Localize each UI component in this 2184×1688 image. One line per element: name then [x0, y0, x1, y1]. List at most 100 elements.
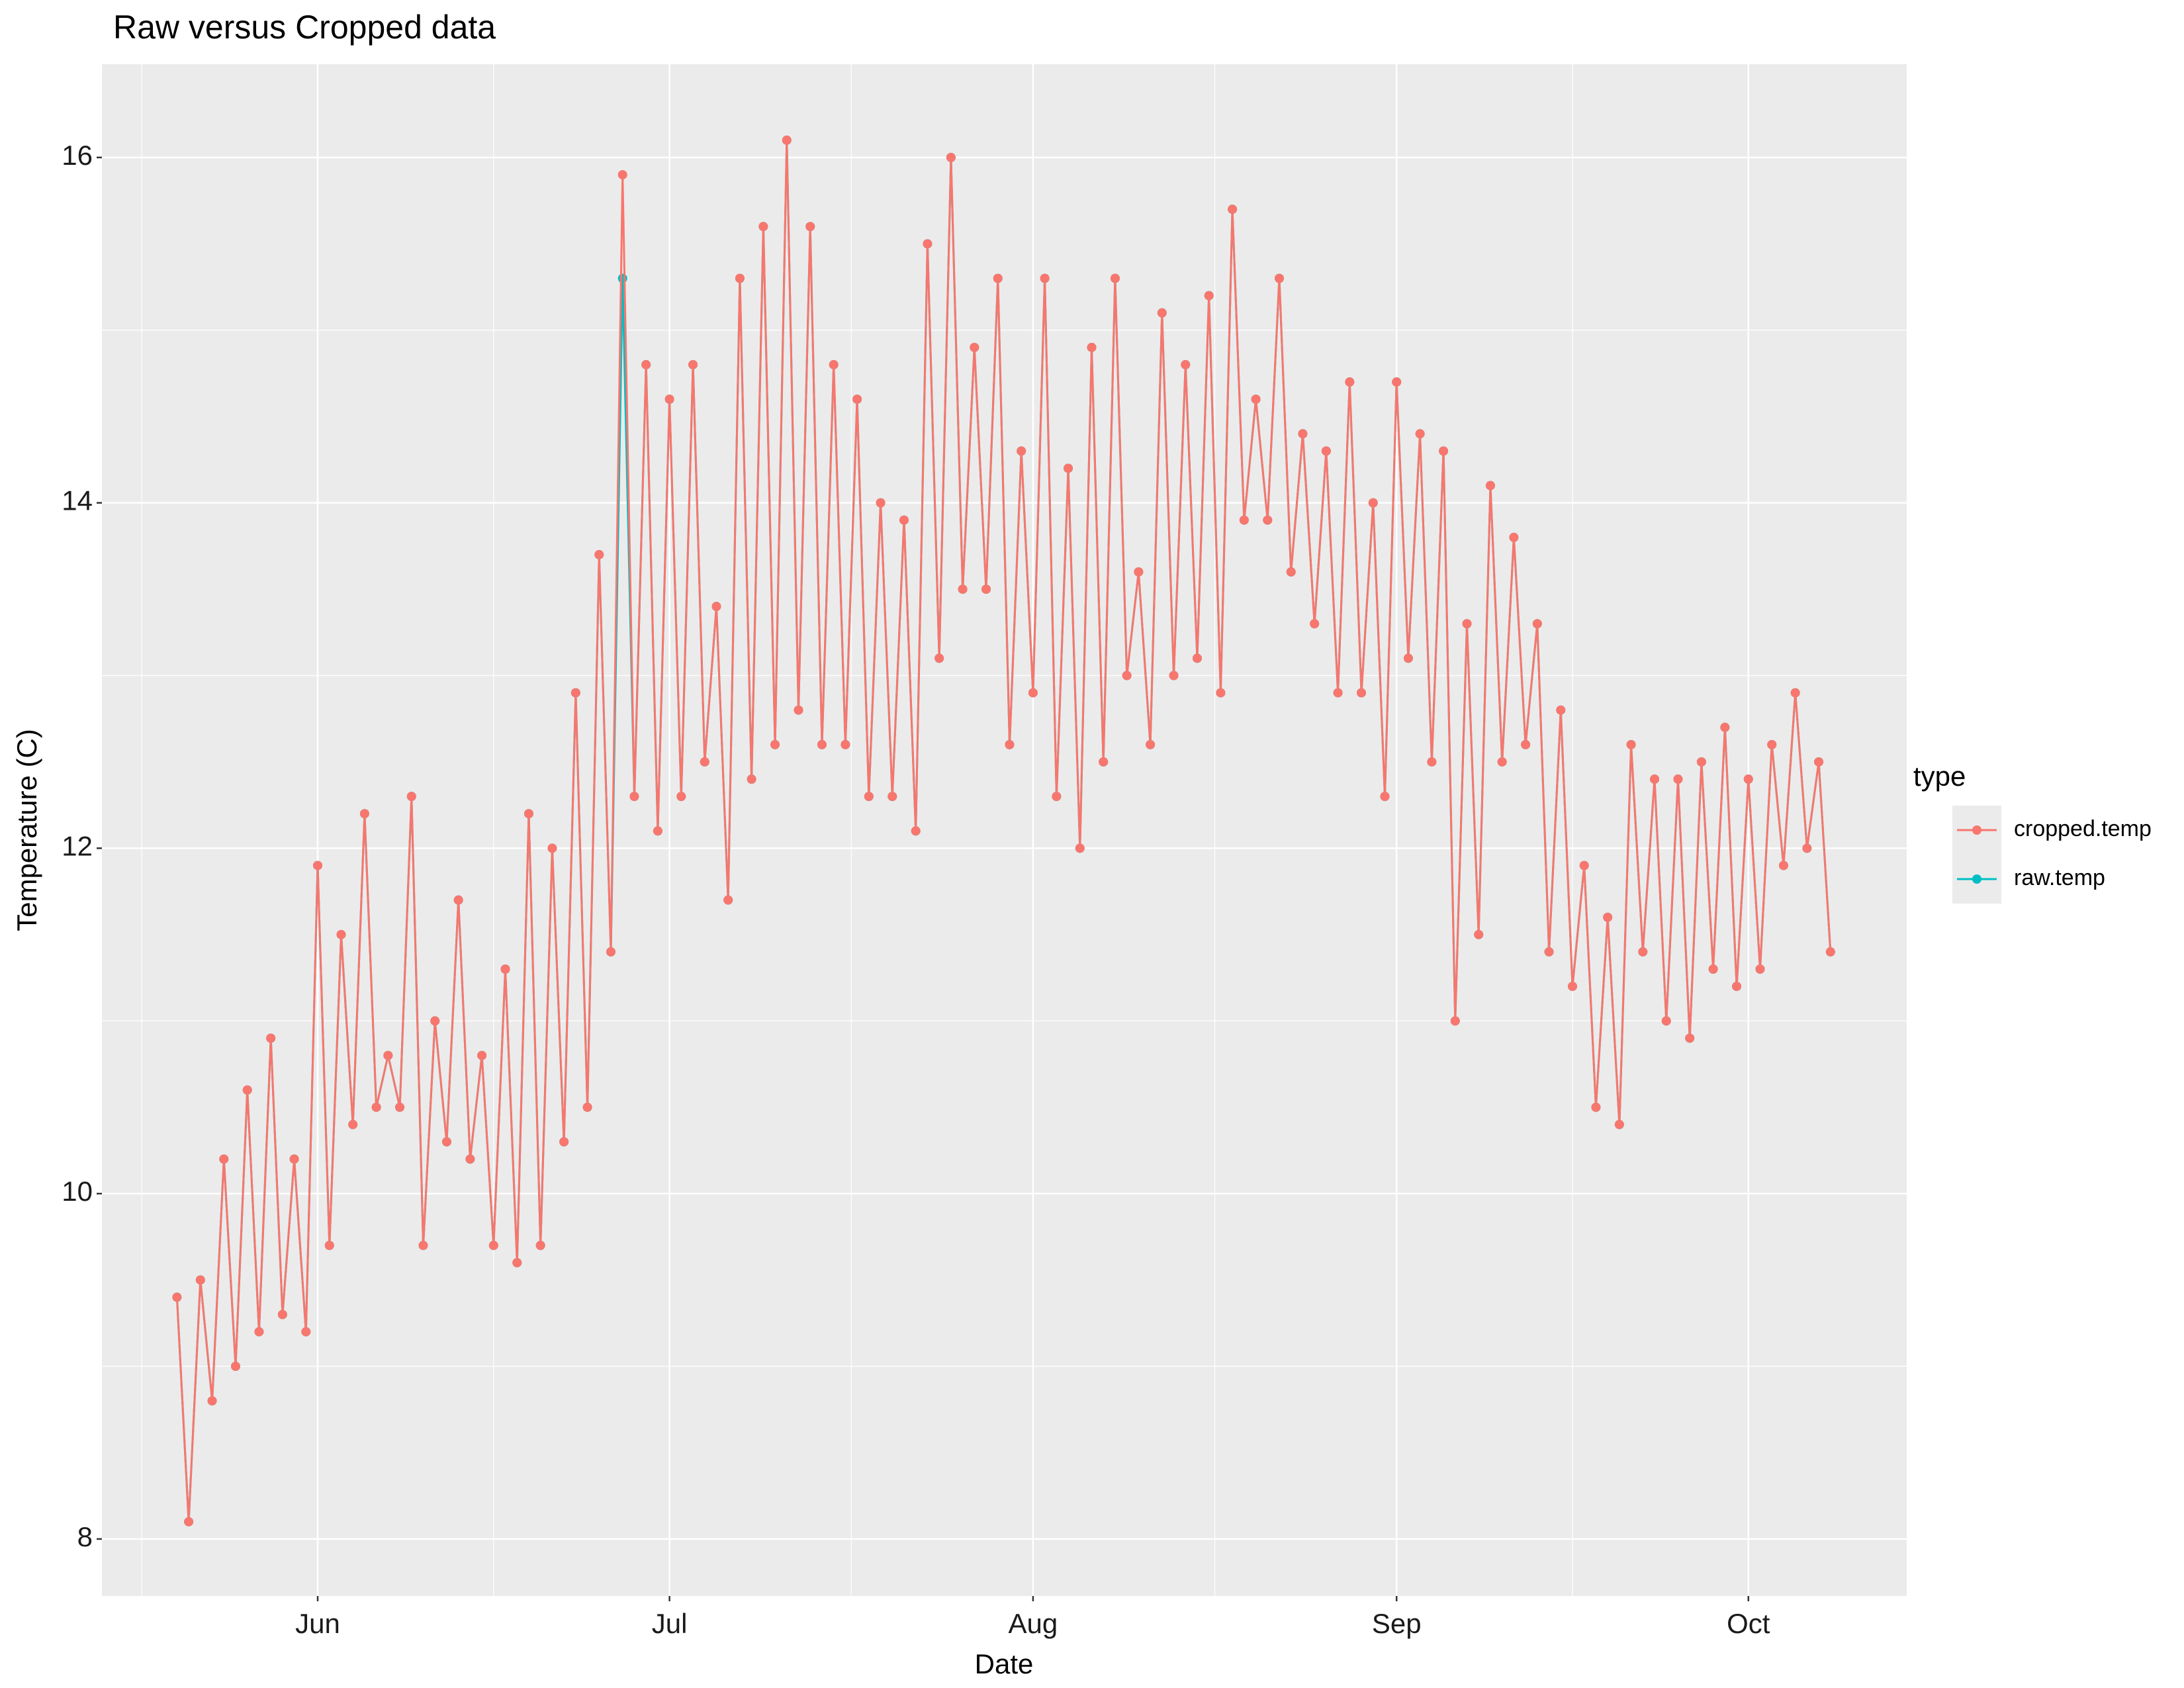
point — [1708, 964, 1718, 974]
point — [1755, 964, 1765, 974]
point — [1802, 843, 1812, 853]
point — [899, 515, 909, 525]
point — [958, 585, 968, 594]
point — [1040, 273, 1050, 283]
point — [1110, 273, 1120, 283]
point — [829, 359, 839, 369]
legend-label: cropped.temp — [2014, 816, 2152, 841]
point — [1286, 567, 1296, 577]
point — [395, 1102, 405, 1112]
x-tick-label: Jul — [652, 1608, 688, 1639]
point — [1556, 705, 1566, 715]
point — [441, 1137, 451, 1147]
point — [1532, 619, 1542, 629]
point — [735, 273, 745, 283]
point — [1474, 929, 1484, 939]
point — [1650, 774, 1660, 784]
point — [794, 705, 803, 715]
series-line — [175, 140, 1832, 1522]
legend-swatch — [1972, 825, 1981, 835]
point — [629, 792, 639, 802]
point — [1732, 982, 1742, 992]
point — [1544, 947, 1554, 957]
point — [1626, 739, 1636, 749]
point — [371, 1102, 381, 1112]
point — [1614, 1119, 1624, 1129]
series — [172, 135, 1835, 1526]
point — [688, 359, 698, 369]
point — [934, 653, 944, 663]
point — [430, 1016, 440, 1026]
point — [1052, 792, 1062, 802]
point — [1345, 377, 1355, 387]
point — [1521, 739, 1531, 749]
point — [770, 739, 780, 749]
point — [570, 688, 580, 698]
point — [1814, 757, 1824, 767]
y-tick-label: 16 — [62, 140, 93, 171]
point — [277, 1309, 287, 1319]
point — [1122, 671, 1132, 680]
point — [1216, 688, 1226, 698]
point — [1462, 619, 1472, 629]
point — [1275, 273, 1285, 283]
point — [477, 1051, 487, 1060]
x-tick-label: Aug — [1009, 1608, 1058, 1639]
legend-title: type — [1913, 761, 1966, 792]
point — [1403, 653, 1413, 663]
point — [1743, 774, 1753, 784]
point — [923, 239, 933, 249]
point — [1591, 1102, 1601, 1112]
point — [547, 843, 557, 853]
point — [488, 1241, 498, 1250]
point — [1204, 291, 1214, 301]
point — [313, 861, 323, 870]
point — [1661, 1016, 1671, 1026]
point — [817, 739, 827, 749]
point — [1169, 671, 1179, 680]
x-tick-label: Oct — [1727, 1608, 1770, 1639]
point — [1825, 947, 1835, 957]
point — [523, 809, 533, 819]
point — [1075, 843, 1085, 853]
point — [359, 809, 369, 819]
point — [406, 792, 416, 802]
point — [723, 895, 733, 905]
point — [1357, 688, 1367, 698]
y-tick-label: 14 — [62, 485, 93, 516]
point — [1568, 982, 1577, 992]
point — [841, 739, 850, 749]
point — [1638, 947, 1648, 957]
point — [946, 152, 956, 162]
point — [617, 273, 627, 283]
point — [1146, 739, 1156, 749]
x-axis-label: Date — [975, 1648, 1034, 1679]
point — [289, 1154, 299, 1164]
point — [324, 1241, 334, 1250]
point — [1368, 498, 1378, 508]
x-tick-label: Sep — [1372, 1608, 1422, 1639]
point — [1392, 377, 1402, 387]
point — [582, 1102, 592, 1112]
point — [1005, 739, 1015, 749]
point — [465, 1154, 475, 1164]
point — [1251, 395, 1261, 404]
point — [676, 792, 686, 802]
point — [500, 964, 510, 974]
point — [1099, 757, 1109, 767]
y-tick-label: 8 — [77, 1521, 93, 1552]
point — [981, 585, 991, 594]
point — [184, 1517, 194, 1526]
point — [1028, 688, 1038, 698]
point — [1696, 757, 1706, 767]
point — [653, 826, 662, 836]
point — [864, 792, 874, 802]
point — [172, 1292, 182, 1302]
point — [1087, 342, 1097, 352]
point — [219, 1154, 229, 1164]
point — [266, 1033, 276, 1043]
point — [758, 222, 768, 232]
point — [1017, 446, 1026, 456]
point — [254, 1327, 264, 1336]
